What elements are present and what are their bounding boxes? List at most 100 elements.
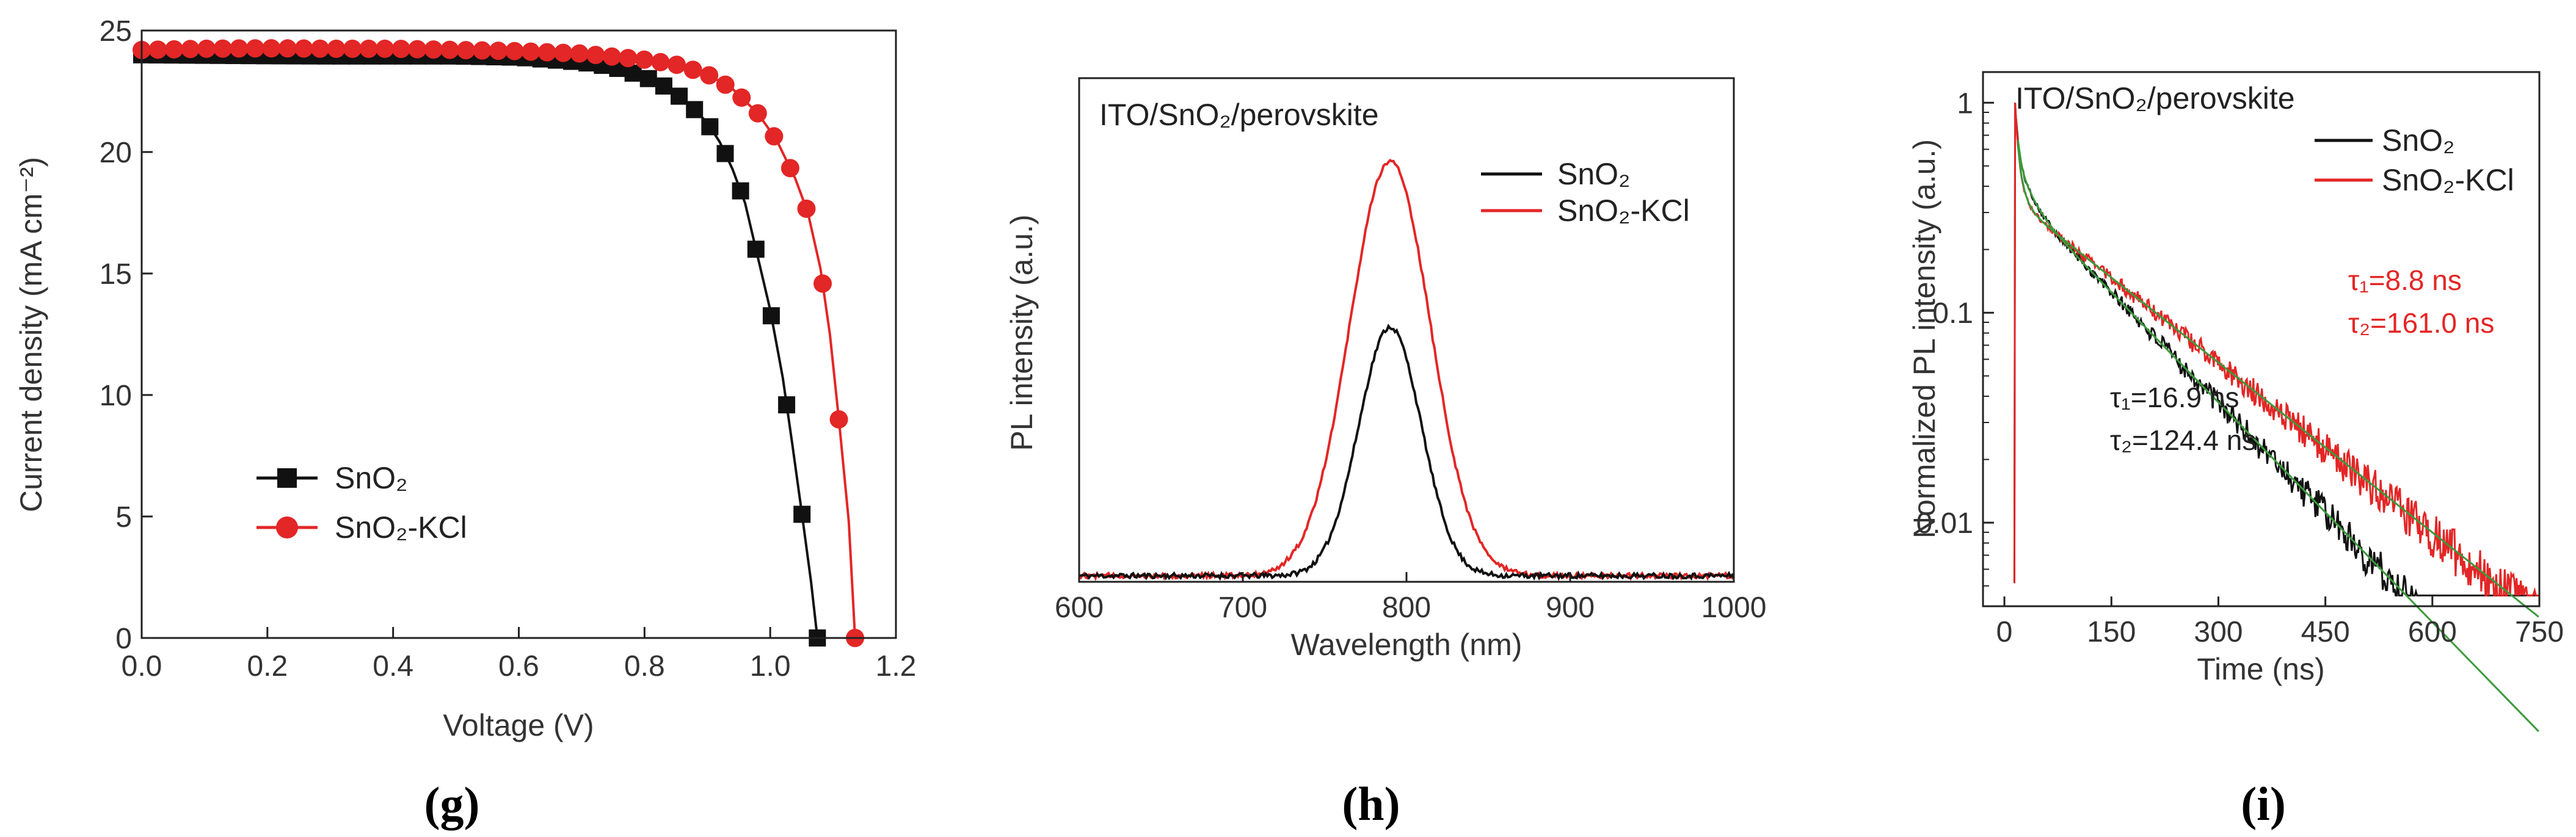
chart-i-y-tick-label: 0.01 [1916, 507, 1973, 540]
chart-g-data-point [230, 39, 249, 58]
chart-i-fit-line-0 [2017, 140, 2539, 733]
chart-g-data-point [456, 41, 475, 60]
chart-g-data-point [624, 64, 642, 82]
chart-g-data-point [570, 44, 589, 63]
chart-g-data-point [473, 41, 492, 60]
chart-i-y-tick-label: 1 [1957, 87, 1973, 120]
chart-g-data-point [148, 40, 167, 59]
chart-h-x-tick-label: 800 [1382, 592, 1431, 624]
chart-g-data-point [655, 77, 672, 95]
chart-g-data-point [651, 53, 670, 71]
chart-g-data-point [668, 56, 686, 74]
chart-i-y-tick-label: 0.1 [1932, 297, 1973, 330]
chart-g-data-point [424, 40, 443, 59]
chart-g-data-point [813, 274, 832, 293]
chart-h-legend: SnO₂ SnO₂-KCl [1481, 157, 1690, 228]
chart-i-x-tick-label: 600 [2408, 616, 2457, 648]
chart-g-y-tick-label: 0 [115, 623, 132, 655]
chart-g-data-point [829, 410, 848, 429]
chart-i-fit-line-1 [2017, 145, 2539, 618]
chart-g-y-tick-label: 5 [115, 501, 132, 534]
chart-h-series-line-0 [1079, 323, 1735, 581]
chart-i-x-tick-label: 0 [1996, 616, 2013, 648]
chart-g-data-point [197, 39, 216, 58]
chart-g-data-point [165, 40, 184, 59]
legend-g-snO2-label: SnO₂ [335, 461, 407, 495]
chart-g-data-point [793, 505, 811, 523]
legend-g-circle-marker [276, 516, 298, 538]
chart-g-data-point [619, 49, 638, 68]
chart-g-data-point [716, 145, 734, 162]
chart-g-data-point [359, 39, 378, 58]
chart-g-data-point [765, 127, 784, 146]
chart-g-data-point [246, 39, 264, 58]
chart-g-data-point [639, 70, 657, 87]
chart-g-x-tick-label: 0.6 [498, 650, 539, 683]
chart-h-x-axis-title: Wavelength (nm) [1291, 628, 1523, 662]
chart-g-x-axis-title: Voltage (V) [443, 708, 594, 742]
chart-g-data-point [732, 88, 751, 107]
legend-i-snO2-label: SnO₂ [2382, 123, 2454, 158]
chart-i-panel-label: (i) [2241, 777, 2286, 830]
chart-g-data-point [671, 87, 688, 105]
legend-h-snO2-kcl-label: SnO₂-KCl [1557, 194, 1690, 228]
chart-g-data-point [797, 199, 816, 218]
chart-g-data-point [311, 39, 330, 58]
chart-g-data-point [747, 241, 765, 258]
chart-g-y-tick-label: 20 [100, 137, 132, 169]
chart-g-data-point [780, 159, 799, 178]
chart-h: 600 700 800 900 1000 Wavelength (nm) PL inte… [1005, 77, 1767, 830]
chart-g-panel-label: (g) [424, 777, 480, 830]
chart-g-data-point [700, 66, 719, 85]
chart-i-x-axis-title: Time (ns) [2197, 652, 2324, 686]
chart-g-data-point [701, 118, 719, 136]
legend-i-snO2-kcl-label: SnO₂-KCl [2382, 163, 2514, 197]
chart-g-data-point [343, 39, 362, 58]
chart-g-data-point [683, 60, 702, 79]
chart-g-data-point [686, 101, 704, 118]
chart-g-data-point [440, 40, 459, 59]
chart-g-x-tick-label: 1.2 [876, 650, 917, 683]
chart-g-data-point [586, 46, 605, 65]
chart-g-data-point [522, 42, 540, 61]
chart-g-x-tick-label: 0.2 [247, 650, 288, 683]
chart-i-sno2-tau1-note: τ₁=16.9 ns [2110, 382, 2239, 413]
chart-g-data-point [262, 39, 281, 58]
chart-g-plot [133, 39, 865, 647]
chart-g-data-point [408, 40, 427, 59]
chart-g-data-point [327, 39, 346, 58]
chart-h-panel-label: (h) [1342, 777, 1400, 830]
chart-g-data-point [778, 396, 796, 414]
chart-g-x-tick-label: 0.8 [624, 650, 665, 683]
chart-i-frame [1982, 71, 2541, 607]
chart-g-data-point [505, 42, 524, 60]
chart-i: 0 150 300 450 600 750 1 0.1 0.01 Time (ns) Norma… [1907, 71, 2564, 830]
chart-i-y-axis-title: Normalized PL intensity (a.u.) [1907, 139, 1941, 538]
chart-g-y-tick-label: 10 [100, 380, 132, 412]
chart-g-data-point [635, 50, 653, 69]
chart-g-data-point [376, 39, 395, 58]
chart-i-series-line-0 [2013, 103, 2539, 596]
chart-g-x-tick-label: 1.0 [750, 650, 791, 683]
chart-i-kcl-tau1-note: τ₁=8.8 ns [2348, 264, 2462, 296]
chart-g-y-tick-label: 25 [100, 15, 132, 48]
chart-g-data-point [716, 75, 735, 94]
chart-h-x-tick-label: 700 [1218, 592, 1267, 624]
chart-i-sample-annotation: ITO/SnO₂/perovskite [2015, 81, 2295, 115]
chart-g-x-tick-label: 0.0 [122, 650, 162, 683]
chart-g: 0.0 0.2 0.4 0.6 0.8 1.0 1.2 0 5 10 15 20 25 Voltage … [14, 15, 916, 830]
chart-g-data-point [294, 39, 313, 58]
chart-g-legend: SnO₂ SnO₂-KCl [257, 461, 467, 545]
chart-i-legend: SnO₂ SnO₂-KCl [2315, 123, 2514, 197]
chart-g-data-point [181, 40, 200, 59]
chart-g-data-point [278, 39, 297, 58]
chart-h-x-tick-label: 900 [1546, 592, 1595, 624]
chart-i-x-tick-label: 450 [2301, 616, 2350, 648]
chart-h-x-tick-label: 1000 [1701, 592, 1767, 624]
chart-g-data-point [213, 39, 232, 58]
chart-g-data-point [748, 104, 767, 123]
chart-g-data-point [489, 42, 508, 60]
chart-g-data-point [554, 43, 573, 62]
chart-i-x-tick-label: 300 [2194, 616, 2243, 648]
